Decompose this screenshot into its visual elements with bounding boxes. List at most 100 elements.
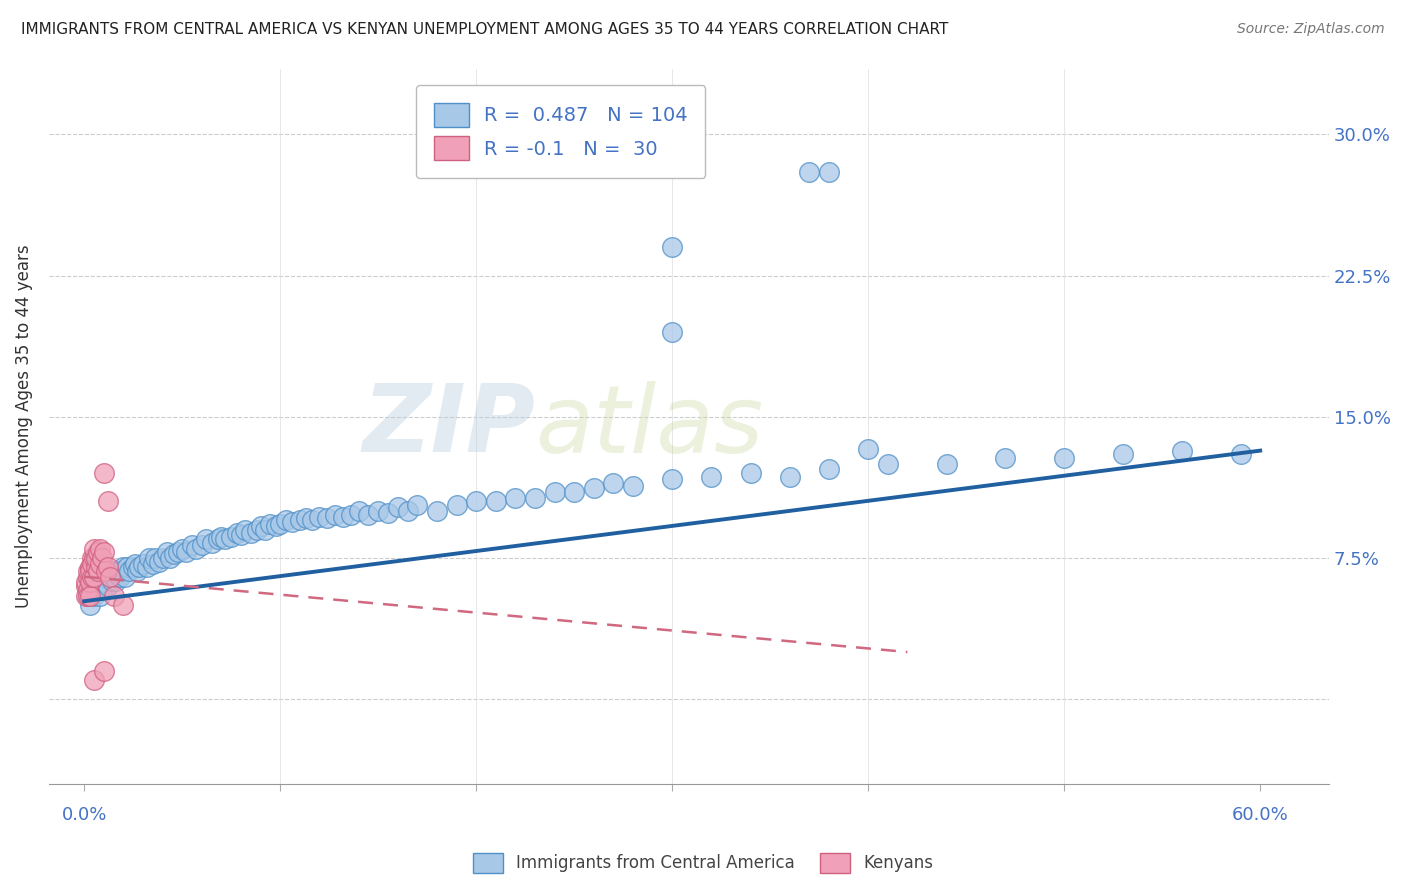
Point [89, 557, 111, 571]
Point [103, 564, 125, 578]
Point [155, 545, 177, 559]
Point [876, 457, 898, 471]
Point [323, 508, 346, 522]
Point [396, 504, 419, 518]
Point [288, 513, 311, 527]
Point [77, 589, 100, 603]
Point [108, 570, 131, 584]
Point [136, 560, 159, 574]
Point [83, 579, 105, 593]
Text: IMMIGRANTS FROM CENTRAL AMERICA VS KENYAN UNEMPLOYMENT AMONG AGES 35 TO 44 YEARS: IMMIGRANTS FROM CENTRAL AMERICA VS KENYA… [21, 22, 949, 37]
Point [77, 564, 100, 578]
Point [94, 564, 117, 578]
Text: 0.0%: 0.0% [62, 806, 107, 824]
Point [167, 545, 190, 559]
Point [524, 491, 547, 505]
Point [543, 485, 565, 500]
Point [93, 467, 115, 481]
Point [87, 575, 110, 590]
Legend: Immigrants from Central America, Kenyans: Immigrants from Central America, Kenyans [467, 847, 939, 880]
Point [253, 523, 276, 537]
Legend: R =  0.487   N = 104, R = -0.1   N =  30: R = 0.487 N = 104, R = -0.1 N = 30 [416, 86, 706, 178]
Point [83, 550, 105, 565]
Point [110, 564, 132, 578]
Text: 60.0%: 60.0% [1232, 806, 1288, 824]
Point [103, 570, 125, 584]
Point [80, 582, 103, 597]
Point [75, 579, 97, 593]
Point [127, 564, 149, 578]
Point [269, 516, 291, 531]
Point [122, 560, 145, 574]
Point [159, 550, 181, 565]
Point [661, 325, 683, 339]
Point [79, 560, 101, 574]
Point [233, 523, 256, 537]
Point [214, 532, 236, 546]
Point [77, 582, 100, 597]
Text: ZIP: ZIP [363, 380, 536, 472]
Point [700, 470, 723, 484]
Point [339, 508, 361, 522]
Point [93, 575, 115, 590]
Point [80, 570, 103, 584]
Point [83, 570, 105, 584]
Point [148, 555, 170, 569]
Point [90, 582, 112, 597]
Point [1112, 447, 1135, 461]
Point [184, 541, 207, 556]
Point [163, 547, 186, 561]
Point [112, 598, 135, 612]
Point [84, 550, 107, 565]
Point [219, 530, 242, 544]
Point [89, 579, 111, 593]
Point [172, 541, 194, 556]
Point [98, 570, 121, 584]
Point [377, 506, 399, 520]
Point [281, 515, 304, 529]
Point [97, 579, 120, 593]
Point [100, 574, 122, 588]
Point [89, 589, 111, 603]
Point [84, 560, 107, 574]
Point [226, 526, 249, 541]
Point [191, 538, 214, 552]
Point [107, 564, 129, 578]
Point [316, 511, 339, 525]
Point [83, 589, 105, 603]
Text: atlas: atlas [536, 381, 763, 472]
Point [79, 564, 101, 578]
Point [294, 511, 316, 525]
Point [84, 582, 107, 597]
Point [485, 494, 508, 508]
Point [75, 575, 97, 590]
Point [93, 664, 115, 678]
Point [1053, 451, 1076, 466]
Point [97, 494, 120, 508]
Point [856, 442, 879, 456]
Point [446, 498, 468, 512]
Point [117, 560, 139, 574]
Point [209, 530, 232, 544]
Point [77, 570, 100, 584]
Point [406, 498, 429, 512]
Point [661, 472, 683, 486]
Point [562, 485, 585, 500]
Point [174, 545, 197, 559]
Point [239, 526, 262, 541]
Point [301, 513, 323, 527]
Point [387, 500, 409, 514]
Point [602, 475, 624, 490]
Point [79, 589, 101, 603]
Point [97, 560, 120, 574]
Point [621, 479, 644, 493]
Point [779, 470, 801, 484]
Point [89, 541, 111, 556]
Point [935, 457, 957, 471]
Point [80, 550, 103, 565]
Point [80, 557, 103, 571]
Point [87, 545, 110, 559]
Point [266, 519, 288, 533]
Point [90, 550, 112, 565]
Point [143, 550, 166, 565]
